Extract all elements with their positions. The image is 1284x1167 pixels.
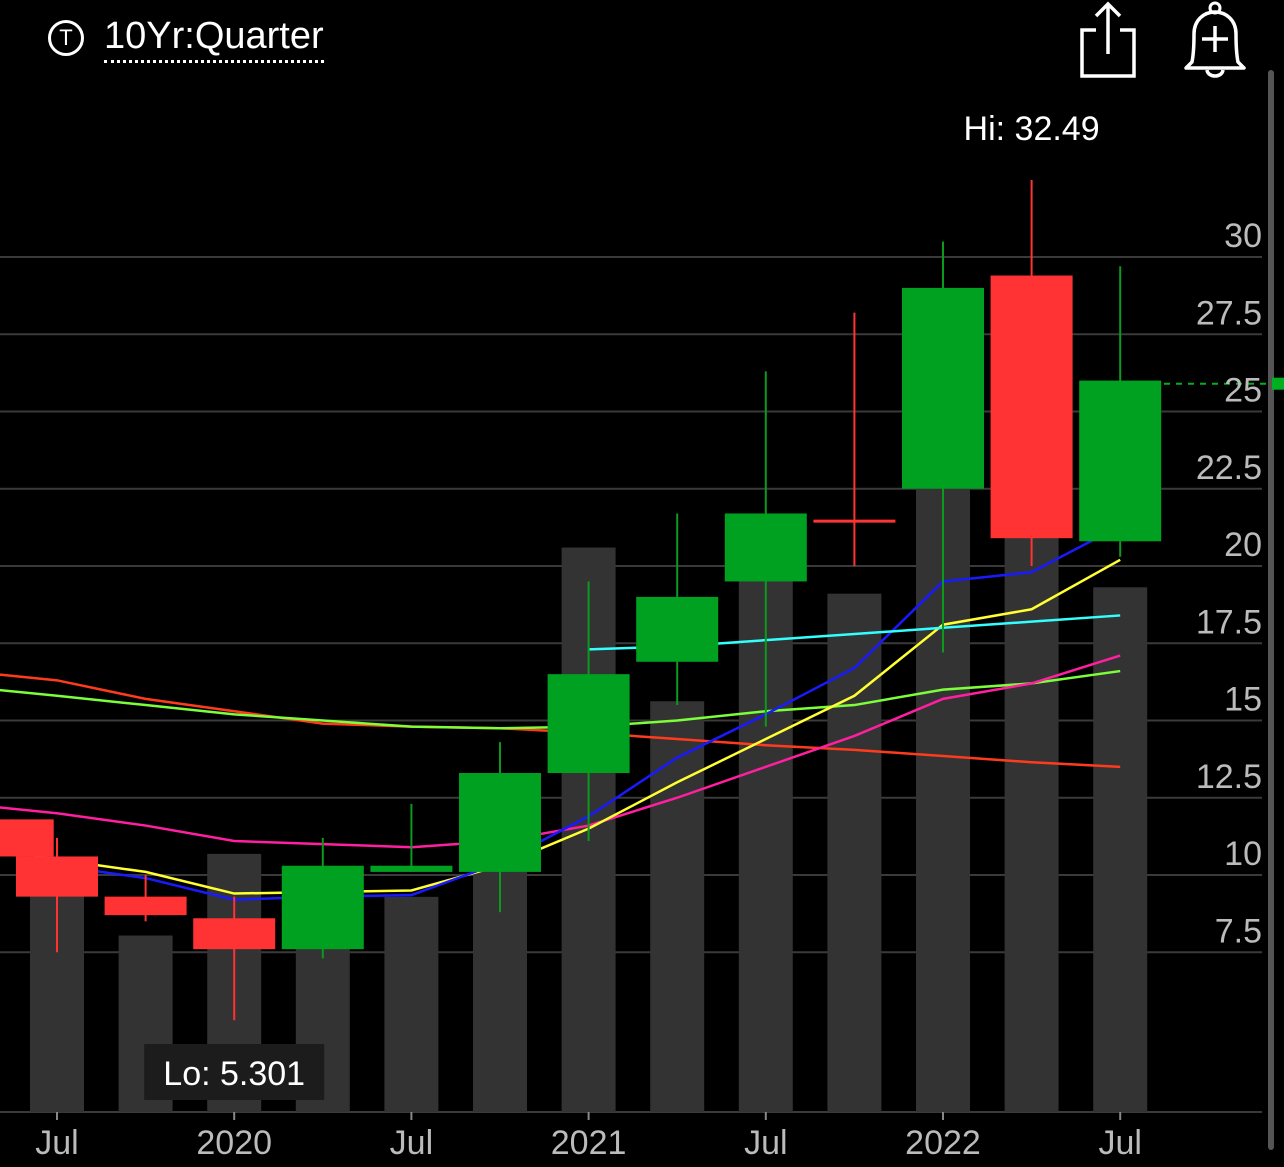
bell-plus-icon[interactable] [1180,0,1250,82]
moving-average-line [0,673,1121,769]
grid-lines [0,256,1262,1113]
moving-average-line [0,654,1121,849]
x-tick-label: Jul [35,1124,78,1162]
candle-body [990,275,1073,539]
volume-bar [1093,587,1148,1112]
candle-body [1079,380,1162,542]
low-label: Lo: 5.301 [163,1055,305,1093]
candle-body [547,674,630,774]
candle-body [281,865,364,950]
y-tick-label: 7.5 [1215,912,1262,950]
candle-body [370,865,453,872]
volume-bar [1004,470,1059,1112]
chart-header: T 10Yr:Quarter [0,0,1284,80]
volume-bars [30,396,1148,1112]
candles [0,180,1284,1021]
y-tick-label: 17.5 [1196,603,1262,641]
y-tick-label: 22.5 [1196,449,1262,487]
high-label: Hi: 32.49 [964,110,1100,148]
candle-body [636,596,719,662]
x-axis: Jul 2020 Jul 2021 Jul 2022 Jul [35,1112,1142,1162]
y-tick-label: 20 [1224,526,1262,564]
share-icon[interactable] [1076,0,1140,82]
volume-bar [384,896,439,1112]
ticker-type-icon: T [48,20,84,56]
annotations: Hi: 32.49 Lo: 5.301 [144,110,1100,1100]
x-tick-label: Jul [744,1124,787,1162]
candle-body [104,896,187,916]
y-tick-label: 30 [1224,217,1262,255]
y-tick-label: 12.5 [1196,758,1262,796]
y-tick-label: 27.5 [1196,294,1262,332]
moving-average-line [0,524,1121,901]
y-tick-label: 15 [1224,681,1262,719]
scrollbar[interactable] [1268,70,1274,1150]
candle-body [0,819,54,857]
y-tick-label: 10 [1224,835,1262,873]
candle-body [724,513,807,582]
volume-bar [827,593,882,1112]
moving-average-line [0,558,1121,895]
x-tick-label: Jul [390,1124,433,1162]
moving-average-line [0,669,1121,730]
x-tick-label: Jul [1098,1124,1141,1162]
candle-body [193,918,276,950]
candle-body [813,519,896,523]
candle-body [16,856,98,897]
current-price-marker [1272,377,1284,390]
x-tick-label: 2020 [196,1124,272,1162]
candle-body [459,773,541,872]
low-label-background [144,1044,325,1100]
candle-body [902,287,984,489]
volume-bar [650,701,705,1112]
x-tick-label: 2022 [905,1124,981,1162]
x-tick-label: 2021 [551,1124,627,1162]
y-tick-label: 25 [1224,372,1262,410]
period-interval-selector[interactable]: 10Yr:Quarter [104,14,324,63]
y-axis: 7.5 10 12.5 15 17.5 20 22.5 25 27.5 30 [1196,217,1262,950]
